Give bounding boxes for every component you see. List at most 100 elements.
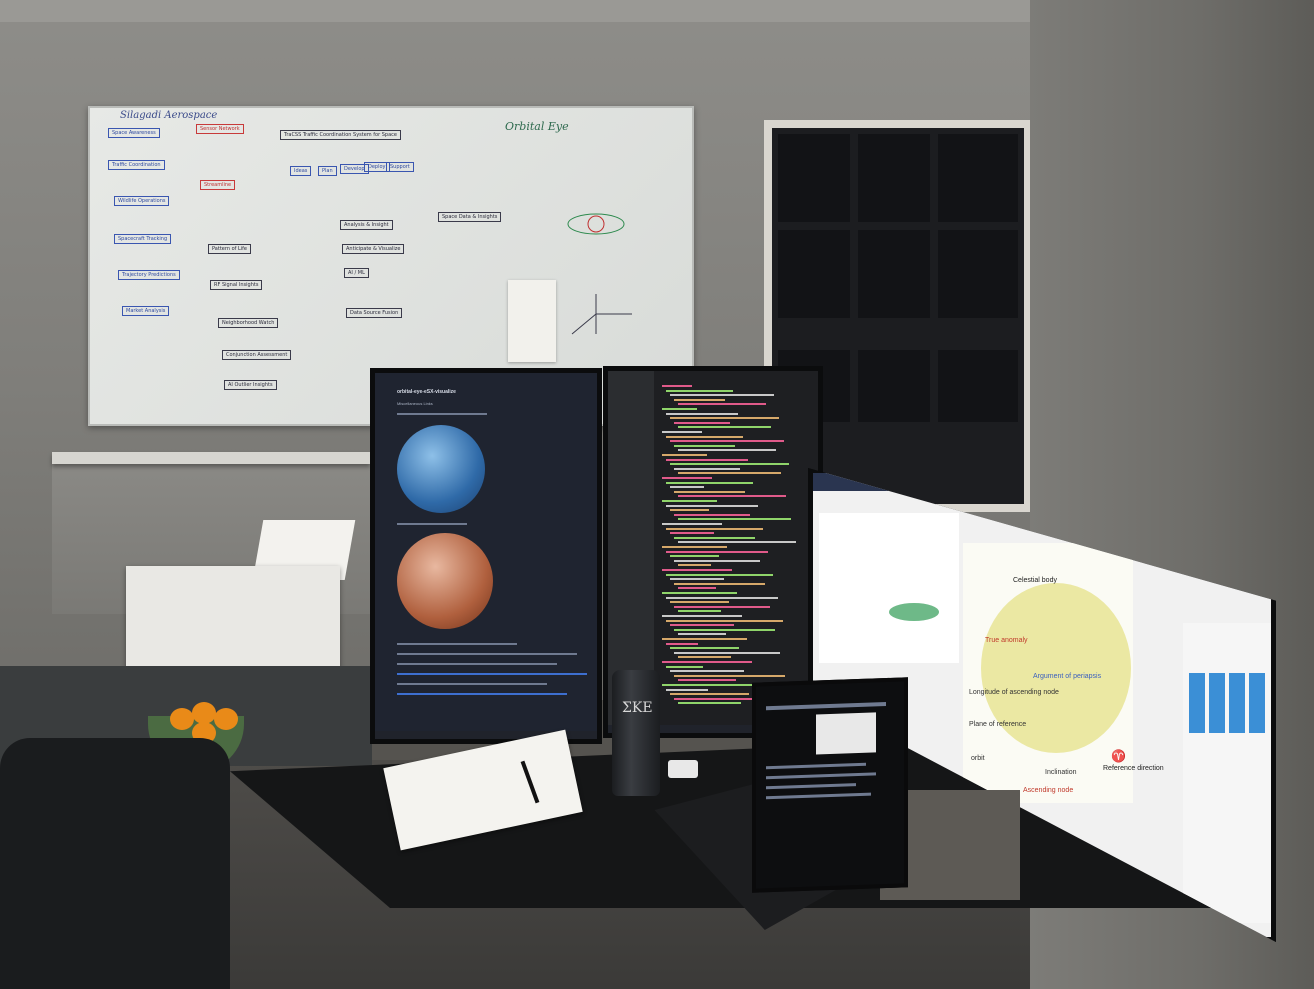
window (764, 120, 1032, 512)
orange (192, 702, 216, 724)
code-line (674, 582, 765, 585)
label-longitude-of-ascending-node: Longitude of ascending node (969, 689, 1059, 696)
wb-box: Space Awareness (108, 128, 160, 138)
shapes-panel (1183, 623, 1271, 923)
marker-shelf (52, 452, 370, 464)
tumbler-mug: ΣKE (612, 670, 660, 796)
printer (126, 566, 340, 676)
code-line (666, 389, 733, 392)
wb-box: Wildlife Operations (114, 196, 170, 206)
code-line (670, 394, 774, 397)
code-line (666, 573, 773, 576)
orange (170, 708, 194, 730)
wb-box: Space Data & Insights (438, 212, 502, 222)
code-line (666, 665, 703, 668)
code-line (678, 495, 786, 498)
office-chair (0, 738, 230, 989)
code-line (674, 697, 790, 700)
code-line (666, 619, 783, 622)
code-line (662, 569, 732, 571)
wb-box: Streamline (200, 180, 236, 190)
code-line (674, 467, 740, 470)
wb-box: Develop (340, 164, 369, 174)
mars-globe (397, 533, 493, 629)
code-line (662, 523, 722, 525)
code-line (678, 587, 716, 590)
doc-section: Miscellaneous Links (397, 401, 433, 406)
whiteboard-subtitle: Orbital Eye (505, 120, 569, 133)
code-line (678, 403, 766, 406)
wb-box: Trajectory Predictions (118, 270, 180, 280)
label-celestial-body: Celestial body (1013, 577, 1057, 584)
code-line (678, 518, 791, 521)
code-line (666, 504, 758, 507)
code-line (662, 454, 707, 456)
wb-box: Traffic Coordination (108, 160, 165, 170)
code-line (674, 628, 775, 631)
reference-symbol: ♈ (1111, 749, 1126, 763)
wb-box: Conjunction Assessment (222, 350, 292, 360)
orbit-diagram: Celestial body True anomaly Argument of … (963, 543, 1164, 803)
pinned-note (508, 280, 556, 362)
mug-lettering: ΣKE (622, 700, 653, 716)
code-line (678, 541, 796, 544)
code-line (662, 615, 742, 617)
code-line (674, 651, 780, 654)
wb-box: Spacecraft Tracking (114, 234, 172, 244)
code-line (670, 647, 739, 650)
code-line (662, 661, 752, 663)
usb-hub (668, 760, 698, 778)
wb-box: AI / ML (344, 268, 369, 278)
wb-box: Data Source Fusion (346, 308, 403, 318)
earth-globe (397, 425, 485, 513)
code-line (674, 513, 750, 516)
code-line (678, 679, 736, 682)
code-line (662, 477, 712, 479)
whiteboard-title: Silagadi Aerospace (120, 110, 218, 121)
code-line (674, 444, 735, 447)
laptop-screen (752, 677, 908, 893)
code-line (670, 532, 714, 535)
code-line (662, 638, 747, 640)
wb-box: Plan (318, 166, 337, 176)
code-line (670, 463, 789, 466)
code-line (670, 601, 729, 604)
code-line (670, 440, 784, 443)
code-line (662, 408, 697, 410)
code-line (678, 633, 726, 636)
doc-title: orbital-eye-eSX-visualize (397, 389, 456, 395)
label-inclination: Inclination (1045, 769, 1077, 776)
label-plane-of-reference: Plane of reference (969, 721, 1027, 728)
wb-box: Pattern of Life (208, 244, 251, 254)
code-line (674, 421, 730, 424)
code-line (666, 550, 768, 553)
wb-box: Sensor Network (196, 124, 244, 134)
code-line (674, 559, 760, 562)
wb-box: Support (386, 162, 414, 172)
label-orbit: orbit (971, 755, 985, 762)
orbit-sketch (567, 213, 632, 335)
wb-box: RF Signal Insights (210, 280, 263, 290)
label-reference-direction: Reference direction (1103, 765, 1164, 772)
wb-box: Anticipate & Visualize (342, 244, 405, 254)
code-line (662, 546, 727, 548)
code-line (662, 385, 692, 387)
code-line (670, 417, 779, 420)
code-line (670, 670, 744, 673)
code-line (662, 431, 702, 433)
code-line (662, 500, 717, 502)
code-line (666, 435, 743, 438)
code-line (670, 693, 749, 696)
wb-box: AI Outlier Insights (224, 380, 277, 390)
code-line (666, 688, 708, 691)
wb-box: Ideas (290, 166, 312, 176)
code-line (666, 458, 748, 461)
code-line (670, 555, 719, 558)
code-line (666, 596, 778, 599)
code-line (678, 564, 711, 567)
code-line (674, 674, 785, 677)
code-line (674, 398, 725, 401)
code-line (678, 426, 771, 429)
code-line (674, 605, 770, 608)
monitor-left: orbital-eye-eSX-visualize Miscellaneous … (370, 368, 602, 744)
